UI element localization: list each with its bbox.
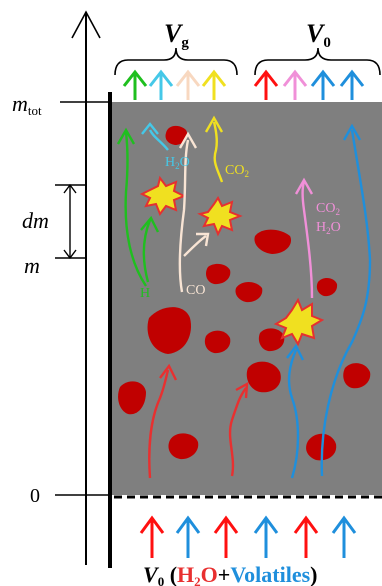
label-co: CO (186, 283, 205, 298)
vg-label: Vg (164, 19, 189, 51)
m-label: m (24, 253, 40, 278)
volatile-flows (286, 123, 372, 479)
label-h2: H (140, 286, 150, 301)
v0-arrows (253, 69, 365, 100)
inlet-caption: V0 (H2O+Volatiles) (143, 562, 318, 586)
particle (343, 363, 371, 389)
mass-axis (71, 10, 101, 565)
particle (165, 125, 188, 145)
zero-label: 0 (30, 485, 40, 507)
fuel-particles (118, 125, 371, 461)
dm-bracket (55, 183, 85, 260)
dm-label: dm (22, 208, 49, 233)
h2-flows (116, 127, 160, 287)
v0-label: V0 (306, 19, 331, 51)
water-flows (148, 363, 249, 479)
particle (254, 229, 292, 254)
vg-arrows (122, 69, 227, 100)
label-co2-left: CO2 (225, 163, 249, 179)
label-co2-right: CO2 (316, 201, 340, 217)
vg-brace (114, 47, 238, 76)
particle (246, 361, 281, 393)
particle (206, 263, 231, 285)
co2-h2o-flow (294, 177, 314, 299)
label-h2o-right: H2O (316, 220, 341, 236)
particle (258, 328, 285, 352)
burst-2 (197, 196, 243, 237)
co2-flow (204, 115, 224, 183)
particle (168, 433, 199, 460)
h2o-flow (141, 122, 169, 151)
burst-3 (273, 297, 325, 347)
inlet-arrows (139, 515, 357, 558)
particle (235, 282, 263, 303)
particle (316, 278, 338, 297)
co-flow (178, 131, 210, 293)
particle (147, 307, 192, 354)
reaction-bursts (139, 175, 325, 347)
v0-brace (254, 47, 381, 76)
particle (204, 330, 231, 354)
burst-1 (139, 175, 187, 217)
particle (118, 381, 146, 415)
label-h2o-top: H2O (165, 155, 190, 171)
mtot-label: mtot (12, 91, 42, 118)
